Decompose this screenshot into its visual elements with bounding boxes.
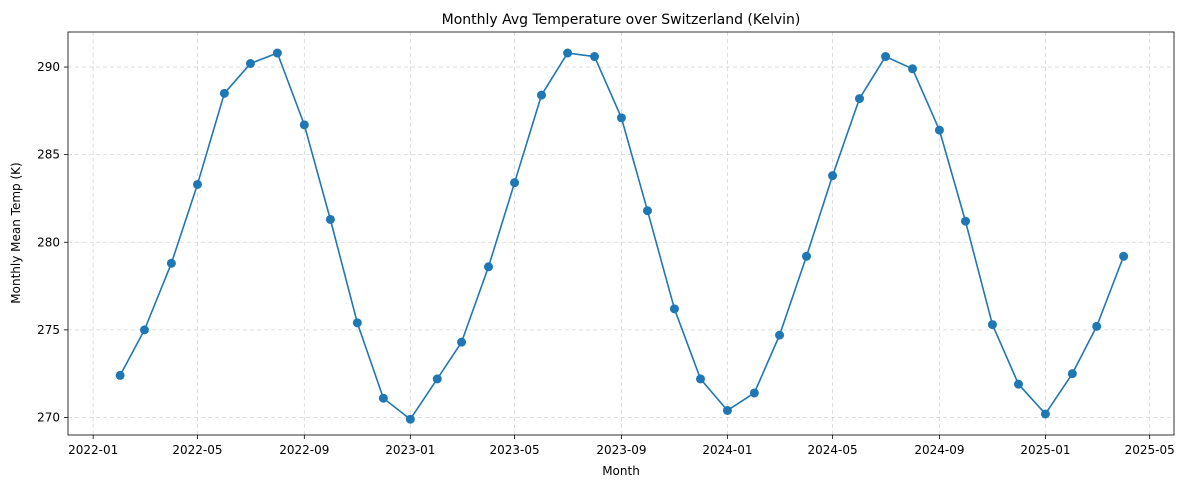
data-point bbox=[352, 318, 362, 328]
data-point bbox=[987, 320, 997, 330]
x-tick-label: 2022-01 bbox=[68, 443, 118, 457]
x-tick-label: 2022-05 bbox=[172, 443, 222, 457]
data-point bbox=[590, 52, 600, 62]
series-polyline bbox=[119, 52, 1125, 421]
x-tick-label: 2022-09 bbox=[279, 443, 329, 457]
data-point bbox=[378, 393, 388, 403]
data-point bbox=[484, 262, 494, 272]
data-point bbox=[642, 206, 652, 216]
data-point bbox=[828, 171, 838, 181]
data-point bbox=[749, 388, 759, 398]
y-tick-label: 270 bbox=[37, 410, 60, 424]
chart-title: Monthly Avg Temperature over Switzerland… bbox=[442, 12, 801, 28]
data-point bbox=[563, 48, 573, 58]
y-axis-title: Monthly Mean Temp (K) bbox=[9, 162, 23, 303]
x-axis-title: Month bbox=[602, 464, 640, 478]
grid bbox=[68, 32, 1174, 435]
x-tick-label: 2025-05 bbox=[1125, 443, 1175, 457]
y-tick-label: 280 bbox=[37, 235, 60, 249]
data-point bbox=[405, 414, 415, 424]
data-point bbox=[616, 113, 626, 123]
data-points bbox=[115, 48, 1129, 424]
data-point bbox=[272, 48, 282, 58]
data-point bbox=[139, 325, 149, 335]
data-point bbox=[854, 94, 864, 104]
y-axis: 270 275 280 285 290 bbox=[37, 60, 68, 424]
data-point bbox=[166, 258, 176, 268]
x-tick-label: 2024-05 bbox=[807, 443, 857, 457]
data-point bbox=[934, 125, 944, 135]
data-point bbox=[457, 337, 467, 347]
x-tick-label: 2025-01 bbox=[1020, 443, 1070, 457]
y-tick-label: 285 bbox=[37, 148, 60, 162]
data-point bbox=[1067, 369, 1077, 379]
data-point bbox=[695, 374, 705, 384]
series-line bbox=[119, 52, 1125, 421]
data-point bbox=[801, 251, 811, 261]
data-point bbox=[432, 374, 442, 384]
data-point bbox=[299, 120, 309, 130]
data-point bbox=[245, 59, 255, 69]
data-point bbox=[1040, 409, 1050, 419]
data-point bbox=[881, 52, 891, 62]
x-tick-label: 2023-01 bbox=[385, 443, 435, 457]
data-point bbox=[219, 88, 229, 98]
x-tick-label: 2023-09 bbox=[596, 443, 646, 457]
data-point bbox=[960, 216, 970, 226]
x-tick-label: 2023-05 bbox=[490, 443, 540, 457]
data-point bbox=[775, 330, 785, 340]
data-point bbox=[537, 90, 547, 100]
x-tick-label: 2024-01 bbox=[702, 443, 752, 457]
data-point bbox=[907, 64, 917, 74]
data-point bbox=[192, 179, 202, 189]
data-point bbox=[1092, 321, 1102, 331]
y-tick-label: 290 bbox=[37, 60, 60, 74]
data-point bbox=[115, 370, 125, 380]
plot-frame bbox=[67, 31, 1175, 436]
x-axis: 2022-01 2022-05 2022-09 2023-01 2023-05 2023-… bbox=[68, 435, 1175, 457]
x-tick-label: 2024-09 bbox=[914, 443, 964, 457]
data-point bbox=[1013, 379, 1023, 389]
data-point bbox=[1119, 251, 1129, 261]
data-point bbox=[722, 405, 732, 415]
y-tick-label: 275 bbox=[37, 323, 60, 337]
data-point bbox=[510, 178, 520, 188]
data-point bbox=[325, 214, 335, 224]
data-point bbox=[669, 304, 679, 314]
